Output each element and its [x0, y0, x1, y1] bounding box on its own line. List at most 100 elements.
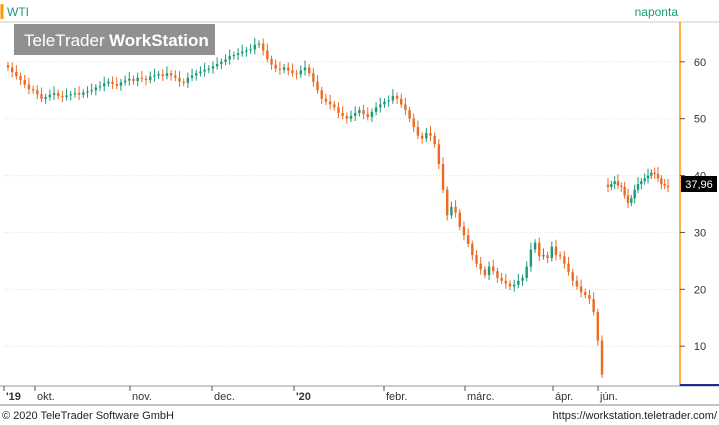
- last-value-badge: 37,96: [681, 176, 717, 192]
- x-tick-label: '20: [296, 391, 311, 403]
- candle-body: [575, 280, 579, 287]
- candle-body: [295, 73, 298, 75]
- x-axis: '19 okt. nov. dec. '20 febr. márc. ápr. jún.: [3, 386, 618, 403]
- instrument-name: WTI: [7, 5, 29, 19]
- candle-body: [483, 269, 487, 276]
- candle-body: [73, 93, 77, 95]
- candle-body: [27, 84, 31, 90]
- candle-body: [52, 93, 56, 95]
- candle-body: [412, 118, 415, 128]
- candle-body: [425, 132, 428, 139]
- candle-body: [103, 83, 106, 87]
- candle-body: [182, 81, 185, 83]
- candle-body: [592, 298, 595, 313]
- candle-body: [554, 246, 558, 256]
- interval-label: naponta: [635, 5, 679, 19]
- x-tick-label: febr.: [386, 391, 407, 403]
- candle-body: [349, 115, 353, 119]
- candle-body: [165, 73, 169, 77]
- candle-body: [475, 255, 478, 264]
- candle-body: [374, 107, 378, 112]
- candle-body: [517, 280, 520, 285]
- candle-body: [441, 164, 445, 190]
- candle-body: [408, 110, 411, 119]
- candle-body: [220, 61, 223, 65]
- candle-body: [466, 235, 470, 244]
- candle-body: [496, 271, 499, 278]
- candle-body: [10, 67, 14, 73]
- candle-body: [328, 101, 332, 105]
- candle-body: [98, 86, 102, 88]
- candle-body: [245, 50, 248, 52]
- candle-body: [358, 110, 361, 113]
- candles-layer: [6, 37, 670, 379]
- candle-body: [107, 81, 110, 84]
- candle-body: [623, 186, 626, 196]
- candle-body: [458, 212, 461, 227]
- grid-layer: [4, 61, 678, 347]
- candle-body: [236, 53, 240, 55]
- candle-body: [613, 181, 616, 185]
- candle-body: [320, 90, 323, 99]
- candle-body: [299, 70, 303, 75]
- candle-body: [533, 242, 537, 250]
- candle-body: [232, 54, 236, 57]
- candle-body: [571, 272, 574, 281]
- candle-body: [307, 67, 311, 74]
- watermark-box: [14, 24, 215, 55]
- candle-body: [190, 75, 194, 78]
- candle-body: [123, 80, 127, 83]
- candle-body: [61, 95, 64, 98]
- candle-body: [454, 206, 457, 213]
- x-tick-label: okt.: [37, 391, 55, 403]
- candle-body: [65, 95, 68, 98]
- candle-body: [529, 249, 533, 267]
- x-tick-label: dec.: [214, 391, 235, 403]
- candle-body: [111, 81, 114, 84]
- candle-body: [153, 75, 156, 77]
- candle-body: [90, 90, 93, 92]
- candle-body: [610, 184, 613, 187]
- candle-body: [178, 77, 181, 82]
- candle-body: [282, 67, 286, 70]
- candle-body: [416, 127, 420, 136]
- candle-body: [161, 74, 164, 77]
- candle-body: [479, 263, 482, 270]
- watermark-brand-bold: WorkStation: [109, 31, 209, 50]
- candle-body: [596, 312, 600, 341]
- candle-body: [584, 292, 587, 295]
- candle-body: [23, 80, 26, 85]
- x-tick-label: márc.: [467, 391, 495, 403]
- candle-body: [636, 184, 640, 190]
- candle-body: [383, 101, 386, 105]
- last-value-text: 37,96: [685, 179, 713, 191]
- copyright-text: © 2020 TeleTrader Software GmbH: [2, 410, 174, 422]
- candle-body: [69, 94, 72, 96]
- candle-body: [40, 94, 43, 99]
- candle-body: [640, 181, 643, 185]
- candle-body: [656, 173, 660, 179]
- candle-body: [546, 255, 549, 259]
- candle-body: [646, 175, 650, 179]
- candle-body: [630, 198, 633, 203]
- candle-body: [345, 115, 349, 119]
- candle-body: [558, 255, 562, 257]
- source-url[interactable]: https://workstation.teletrader.com/: [553, 410, 718, 422]
- candle-body: [241, 51, 244, 54]
- candle-body: [278, 68, 282, 70]
- candle-body: [542, 255, 545, 257]
- x-tick-label: nov.: [132, 391, 152, 403]
- candle-body: [77, 93, 81, 95]
- candle-body: [626, 195, 630, 203]
- candle-body: [19, 76, 22, 81]
- candle-body: [663, 184, 666, 186]
- candle-body: [433, 135, 436, 145]
- candle-body: [337, 107, 340, 113]
- candle-body: [370, 111, 374, 117]
- candle-body: [420, 135, 424, 139]
- candle-body: [620, 185, 623, 187]
- candle-body: [207, 68, 210, 70]
- candle-body: [341, 113, 344, 116]
- candle-body: [291, 70, 294, 74]
- candle-body: [312, 73, 315, 82]
